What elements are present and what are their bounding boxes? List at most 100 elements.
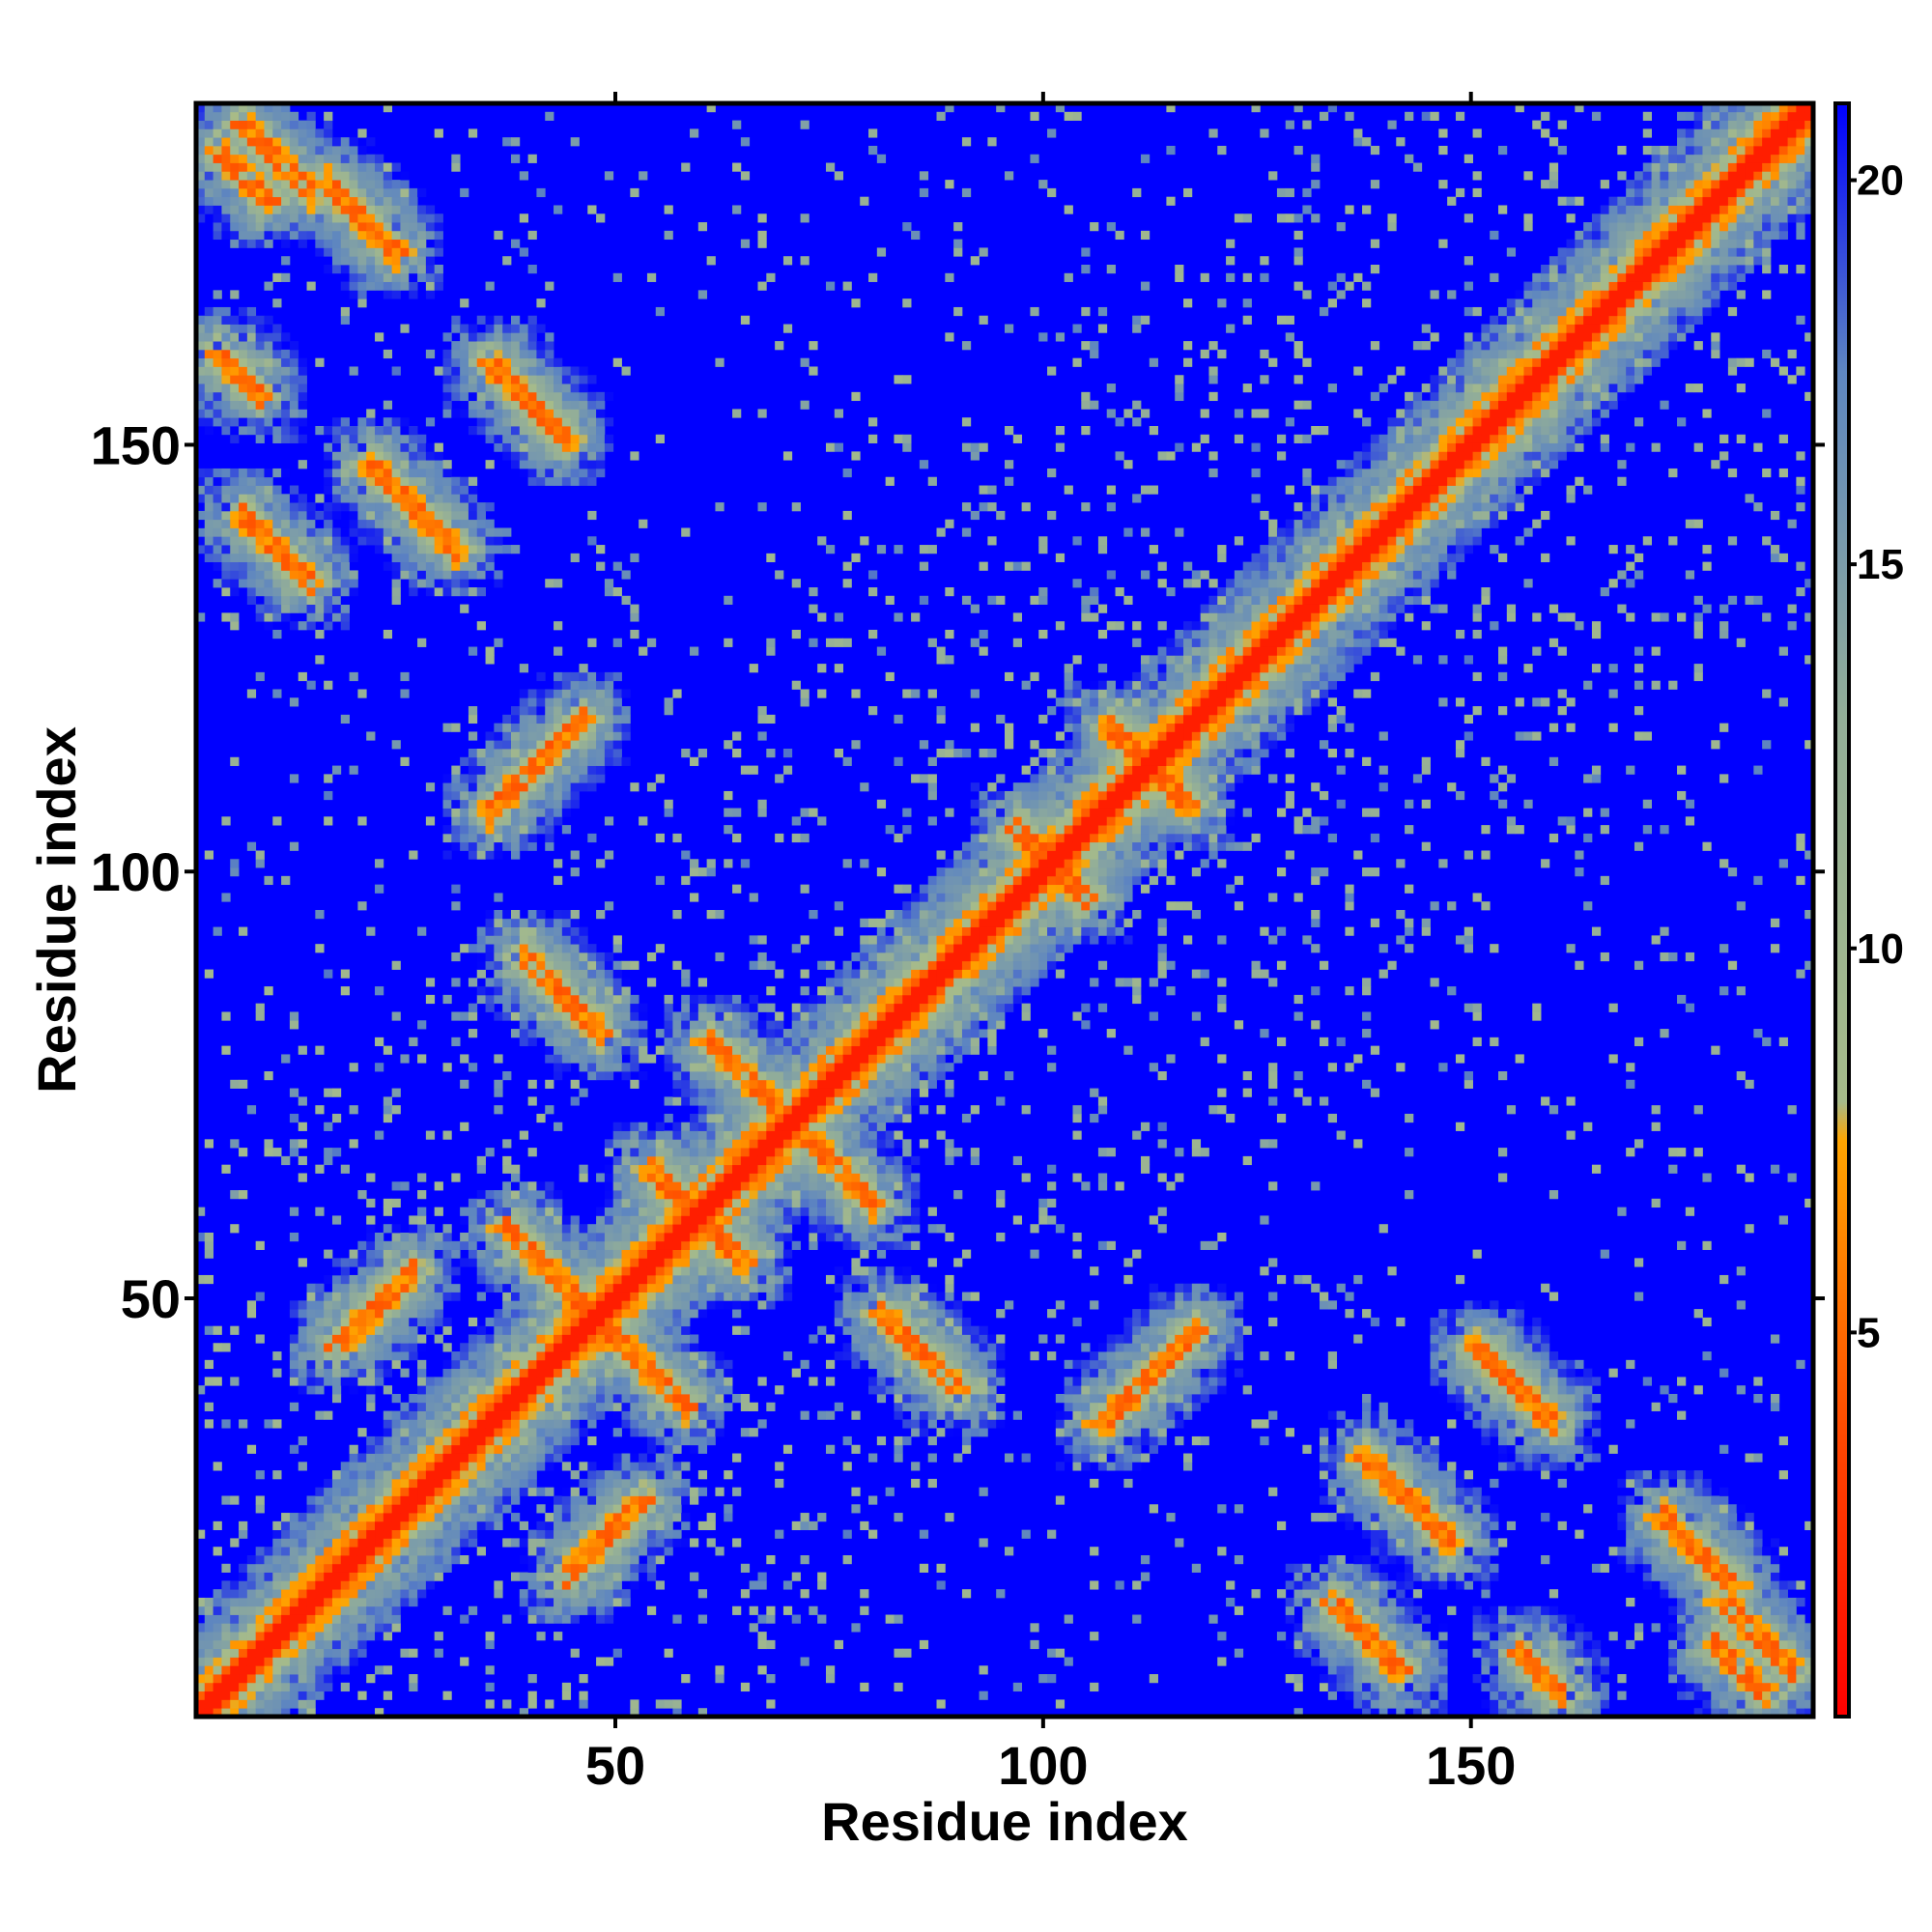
heatmap-cell (536, 969, 546, 979)
heatmap-cell (357, 1249, 367, 1259)
heatmap-cell (434, 1317, 443, 1327)
heatmap-cell (672, 1368, 682, 1378)
heatmap-cell (196, 171, 206, 181)
heatmap-cell (612, 1309, 622, 1319)
heatmap-cell (221, 1665, 231, 1675)
heatmap-cell (298, 570, 307, 580)
heatmap-cell (272, 137, 282, 147)
heatmap-cell (383, 1555, 393, 1565)
heatmap-cell (315, 205, 325, 214)
heatmap-cell (672, 1708, 682, 1718)
heatmap-cell (510, 978, 521, 987)
heatmap-cell (697, 1402, 708, 1411)
heatmap-cell (554, 1385, 563, 1395)
heatmap-cell (579, 986, 588, 996)
heatmap-cell (255, 1665, 265, 1675)
heatmap-cell (485, 1359, 495, 1370)
heatmap-cell (400, 1648, 410, 1658)
heatmap-cell (383, 1096, 393, 1106)
heatmap-cell (697, 1394, 708, 1404)
heatmap-cell (409, 527, 418, 537)
heatmap-cell (331, 1377, 342, 1386)
heatmap-cell (383, 545, 393, 554)
heatmap-cell (561, 926, 572, 936)
heatmap-cell (715, 1233, 724, 1242)
heatmap-cell (357, 1623, 367, 1633)
heatmap-cell (417, 1377, 427, 1386)
heatmap-cell (646, 1283, 657, 1293)
heatmap-cell (417, 502, 427, 512)
heatmap-cell (545, 816, 554, 826)
heatmap-cell (510, 1164, 521, 1174)
heatmap-cell (264, 612, 273, 622)
heatmap-cell (612, 1495, 622, 1505)
heatmap-cell (340, 239, 350, 248)
heatmap-cell (579, 442, 588, 452)
heatmap-cell (502, 756, 512, 766)
heatmap-cell (196, 1274, 206, 1285)
heatmap-cell (272, 187, 282, 198)
heatmap-cell (221, 1708, 231, 1718)
heatmap-cell (664, 1300, 673, 1310)
heatmap-cell (289, 1368, 299, 1378)
heatmap-cell (391, 510, 401, 521)
heatmap-cell (409, 1037, 418, 1047)
heatmap-cell (281, 875, 291, 886)
heatmap-cell (579, 1317, 588, 1327)
heatmap-cell (340, 417, 350, 427)
heatmap-cell (612, 969, 622, 979)
heatmap-cell (476, 1513, 486, 1522)
heatmap-cell (527, 816, 537, 826)
heatmap-cell (706, 1402, 716, 1411)
heatmap-cell (655, 1538, 665, 1548)
heatmap-cell (630, 1173, 639, 1182)
heatmap-cell (510, 1410, 521, 1420)
heatmap-cell (706, 1258, 716, 1267)
heatmap-cell (604, 1343, 614, 1352)
heatmap-cell (545, 1385, 554, 1395)
heatmap-cell (434, 587, 443, 597)
heatmap-cell (383, 451, 393, 461)
heatmap-cell (561, 1547, 572, 1556)
heatmap-cell (561, 671, 572, 682)
heatmap-cell (400, 527, 410, 537)
heatmap-cell (349, 442, 358, 452)
heatmap-cell (527, 994, 537, 1005)
heatmap-cell (715, 1368, 724, 1378)
heatmap-cell (681, 1300, 691, 1310)
heatmap-cell (375, 213, 384, 223)
heatmap-cell (690, 1003, 699, 1012)
heatmap-cell (383, 103, 393, 113)
heatmap-cell (476, 621, 486, 631)
heatmap-cell (681, 1207, 691, 1216)
heatmap-cell (468, 485, 478, 495)
heatmap-cell (306, 1589, 316, 1599)
heatmap-cell (221, 205, 231, 214)
heatmap-cell (281, 1690, 291, 1700)
heatmap-cell (639, 1351, 648, 1361)
heatmap-cell (527, 782, 537, 792)
heatmap-cell (349, 230, 358, 241)
heatmap-cell (298, 1639, 307, 1650)
heatmap-cell (579, 664, 588, 673)
heatmap-cell (221, 485, 231, 495)
heatmap-cell (561, 417, 572, 427)
heatmap-cell (221, 128, 231, 138)
heatmap-cell (579, 1580, 588, 1590)
heatmap-cell (570, 697, 580, 707)
heatmap-cell (587, 1063, 597, 1072)
heatmap-cell (655, 774, 665, 783)
heatmap-cell (545, 1359, 554, 1370)
heatmap-cell (213, 468, 222, 478)
heatmap-cell (510, 756, 521, 766)
heatmap-cell (604, 1258, 614, 1267)
heatmap-cell (324, 553, 333, 563)
heatmap-cell (349, 1292, 358, 1301)
heatmap-cell (561, 765, 572, 775)
heatmap-cell (315, 1538, 325, 1548)
heatmap-cell (519, 765, 529, 775)
heatmap-cell (306, 1674, 316, 1684)
heatmap-cell (383, 1597, 393, 1607)
heatmap-cell (366, 1394, 376, 1404)
heatmap-cell (230, 332, 240, 342)
